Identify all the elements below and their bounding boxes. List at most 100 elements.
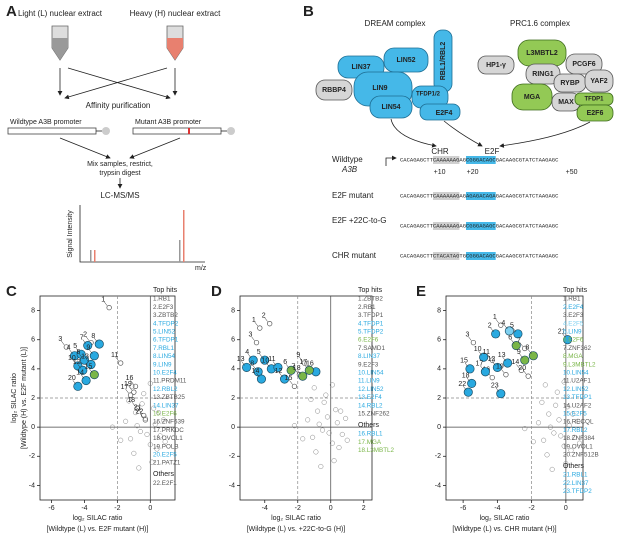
position-label: +10 — [434, 169, 446, 176]
legend-entry: 4.E2F5 — [563, 320, 584, 327]
hit-point — [142, 417, 149, 423]
leader — [251, 336, 255, 341]
legend-entry: 15.ZNF262 — [358, 410, 390, 417]
hit-label: 4 — [501, 320, 505, 327]
hit-label: 5 — [510, 323, 514, 330]
leader — [82, 339, 86, 344]
protein-label: RBL1/RBL2 — [440, 42, 447, 81]
leader — [504, 324, 508, 330]
background-point — [308, 396, 314, 403]
hit-label: 21 — [134, 404, 142, 411]
y-tick-label: 6 — [437, 337, 441, 344]
lcms-label: LC-MS/MS — [100, 191, 139, 200]
panel-b: B DREAM complex PRC1.6 complex LIN37 LIN… — [303, 3, 614, 174]
y-tick-label: 2 — [437, 395, 441, 402]
legend-entry: 16.RECQL — [563, 419, 594, 426]
leader — [464, 362, 469, 368]
arrow — [64, 67, 168, 100]
background-point — [568, 447, 574, 454]
background-point — [127, 436, 134, 442]
hit-label: 12 — [73, 359, 81, 366]
legend-entry: 17.PRKDC — [153, 427, 184, 434]
leader — [89, 349, 93, 354]
hit-label: 19 — [124, 381, 132, 388]
leader — [304, 364, 308, 369]
legend-entry: 8.LIN54 — [153, 353, 176, 360]
protein-label: RING1 — [532, 71, 554, 78]
leader — [128, 386, 133, 391]
hit-point — [106, 305, 112, 311]
legend-entry: 15.E2F6 — [153, 410, 177, 417]
peak — [183, 210, 185, 262]
background-point — [535, 420, 542, 426]
legend-entry: 5.LIN9 — [563, 328, 582, 335]
hit-label: 6 — [76, 349, 80, 356]
mut-promoter — [132, 127, 222, 135]
legend-entry: 6.E2F6 — [563, 337, 584, 344]
background-point — [142, 415, 148, 421]
background-point — [139, 401, 145, 407]
background-point — [522, 426, 528, 432]
hit-label: 19 — [496, 364, 504, 371]
x-axis-label: log₂ SILAC ratio — [271, 515, 321, 522]
background-point — [152, 421, 158, 427]
x-tick-label: -2 — [295, 505, 301, 512]
background-point — [344, 437, 350, 443]
leader — [103, 301, 108, 306]
leader — [61, 340, 65, 346]
protein — [576, 104, 614, 122]
background-point — [553, 402, 559, 408]
hit-label: 17 — [299, 359, 307, 366]
y-tick-label: -2 — [29, 453, 35, 460]
legend-entry: 6.TFDP1 — [153, 337, 179, 344]
background-point — [326, 430, 332, 436]
protein — [383, 47, 429, 73]
dream-label: DREAM complex — [365, 19, 426, 28]
chr-label: CHR — [431, 147, 449, 156]
hit-point — [525, 373, 531, 379]
background-point — [541, 437, 547, 443]
x-axis-label: [Wildtype (L) vs. +22C-to-G (H)] — [247, 526, 346, 533]
chr-highlight — [433, 192, 460, 200]
background-point — [154, 446, 160, 452]
legend-entry: 12.LIN52 — [358, 386, 384, 393]
legend-entry: 8.LIN37 — [358, 353, 381, 360]
protein-label: LIN54 — [381, 104, 400, 111]
hit-label: 9 — [517, 349, 521, 356]
panel-label: D — [211, 283, 222, 300]
legend-entry: 2.E2F3 — [153, 304, 174, 311]
leader — [299, 356, 303, 362]
peak — [90, 250, 92, 262]
protein-label: RYBP — [560, 80, 580, 87]
leader — [516, 364, 520, 369]
leader — [77, 364, 82, 369]
background-point — [144, 431, 150, 437]
protein — [584, 69, 614, 93]
legend-entry: 1.RB1 — [563, 296, 581, 303]
background-point — [561, 443, 567, 449]
legend-entry: 8.MGA — [563, 353, 583, 360]
legend-entry: 13.E2F4 — [358, 394, 382, 401]
protein — [511, 83, 553, 111]
e2f-highlight — [466, 156, 496, 164]
legend-entry: 4.TFDP2 — [153, 320, 179, 327]
hit-label: 7 — [80, 334, 84, 341]
leader — [72, 359, 77, 365]
e2f-highlight — [466, 252, 496, 260]
background-point — [136, 465, 142, 471]
hit-point — [127, 392, 134, 398]
leader — [130, 380, 134, 385]
background-point — [311, 385, 317, 391]
mut-promoter-label: Mutant A3B promoter — [135, 119, 202, 126]
background-point — [123, 418, 129, 424]
leader — [511, 339, 515, 344]
background-point — [539, 399, 545, 405]
hit-label: 14 — [511, 359, 519, 366]
background-point — [561, 379, 567, 385]
hit-point — [498, 322, 504, 328]
protein-label: RBBP4 — [322, 87, 346, 94]
background-point — [566, 423, 572, 429]
others-title: Others — [153, 471, 175, 478]
background-point — [542, 382, 548, 388]
